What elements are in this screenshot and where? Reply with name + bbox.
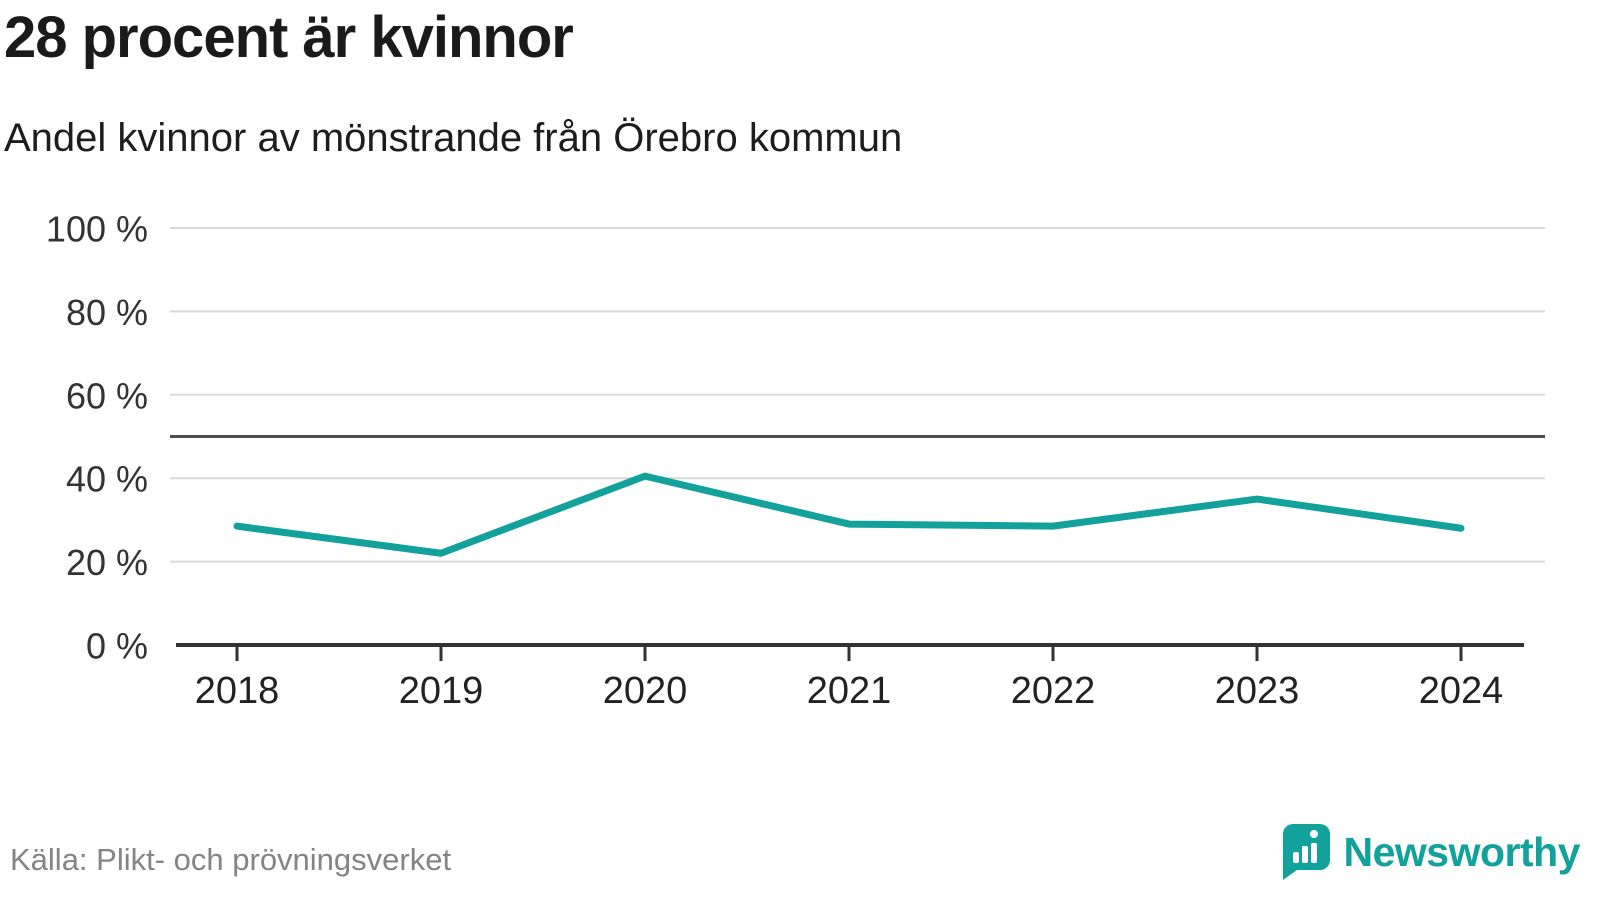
y-tick-label: 60 % — [66, 375, 148, 416]
newsworthy-logo: Newsworthy — [1280, 822, 1581, 882]
line-chart: 0 % 20 % 40 % 60 % 80 % 100 % 2018 2019 2020 2021… — [46, 209, 1545, 712]
y-tick-label: 0 % — [86, 626, 148, 667]
newsworthy-logo-icon — [1282, 824, 1330, 880]
y-tick-label: 40 % — [66, 459, 148, 500]
chart-area: 0 % 20 % 40 % 60 % 80 % 100 % 2018 2019 2020 2021… — [0, 195, 1600, 715]
x-tick-label: 2018 — [195, 670, 280, 712]
y-tick-label: 100 % — [46, 209, 148, 250]
x-tick-label: 2021 — [807, 670, 892, 712]
x-tick-label: 2019 — [399, 670, 484, 712]
y-tick-label: 20 % — [66, 542, 148, 583]
x-tick-label: 2022 — [1011, 670, 1096, 712]
x-tick-label: 2024 — [1419, 670, 1504, 712]
newsworthy-logo-text: Newsworthy — [1343, 828, 1581, 875]
y-tick-label: 80 % — [66, 292, 148, 333]
source-note: Källa: Plikt- och prövningsverket — [10, 842, 452, 877]
chart-title: 28 procent är kvinnor — [4, 5, 574, 70]
x-tick-label: 2020 — [603, 670, 688, 712]
chart-subtitle: Andel kvinnor av mönstrande från Örebro … — [4, 116, 903, 160]
x-tick-label: 2023 — [1215, 670, 1300, 712]
data-line — [233, 472, 1465, 557]
